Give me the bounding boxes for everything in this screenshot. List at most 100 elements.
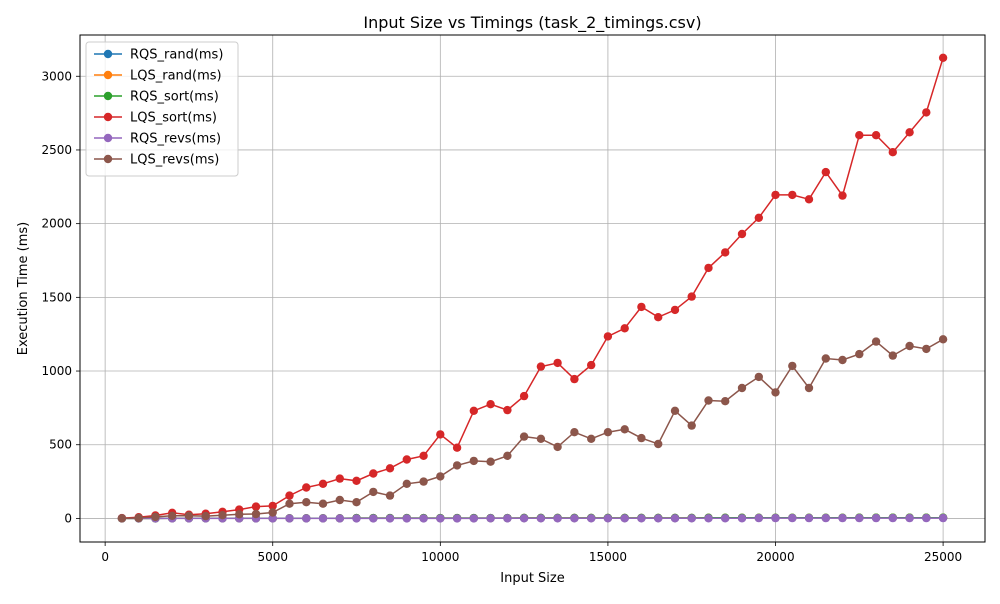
- data-point: [621, 514, 629, 522]
- data-point: [336, 514, 344, 522]
- legend-marker: [104, 155, 112, 163]
- legend-marker: [104, 134, 112, 142]
- y-tick-label: 3000: [41, 69, 72, 83]
- data-point: [939, 54, 947, 62]
- data-point: [771, 191, 779, 199]
- data-point: [587, 361, 595, 369]
- data-point: [604, 514, 612, 522]
- data-point: [285, 500, 293, 508]
- data-point: [939, 335, 947, 343]
- data-point: [637, 303, 645, 311]
- data-point: [872, 337, 880, 345]
- data-point: [386, 514, 394, 522]
- data-point: [805, 514, 813, 522]
- data-point: [319, 514, 327, 522]
- data-point: [637, 434, 645, 442]
- data-point: [738, 230, 746, 238]
- data-point: [922, 514, 930, 522]
- data-point: [654, 440, 662, 448]
- data-point: [235, 510, 243, 518]
- series-line-lqs-revs-ms: [122, 339, 943, 518]
- series-lqs-revs-ms: [118, 335, 948, 522]
- legend-marker: [104, 113, 112, 121]
- data-point: [336, 474, 344, 482]
- data-point: [939, 514, 947, 522]
- data-point: [369, 469, 377, 477]
- data-point: [520, 514, 528, 522]
- data-point: [688, 421, 696, 429]
- data-point: [403, 514, 411, 522]
- data-point: [403, 480, 411, 488]
- data-point: [453, 514, 461, 522]
- data-point: [872, 131, 880, 139]
- legend-label: LQS_sort(ms): [130, 111, 217, 126]
- data-point: [553, 443, 561, 451]
- data-point: [621, 425, 629, 433]
- data-point: [419, 477, 427, 485]
- data-point: [486, 458, 494, 466]
- data-point: [604, 428, 612, 436]
- data-point: [587, 435, 595, 443]
- data-point: [486, 514, 494, 522]
- data-point: [436, 514, 444, 522]
- data-point: [822, 168, 830, 176]
- data-point: [755, 214, 763, 222]
- data-point: [252, 502, 260, 510]
- data-point: [553, 514, 561, 522]
- series-lqs-sort-ms: [118, 54, 948, 523]
- data-point: [470, 514, 478, 522]
- data-point: [688, 292, 696, 300]
- series-group: [118, 54, 948, 523]
- data-point: [503, 452, 511, 460]
- data-point: [352, 514, 360, 522]
- data-point: [855, 350, 863, 358]
- data-point: [386, 464, 394, 472]
- legend-label: LQS_rand(ms): [130, 69, 222, 84]
- data-point: [285, 514, 293, 522]
- data-point: [922, 108, 930, 116]
- data-point: [838, 191, 846, 199]
- data-point: [520, 432, 528, 440]
- legend-marker: [104, 50, 112, 58]
- data-point: [319, 500, 327, 508]
- data-point: [453, 444, 461, 452]
- legend[interactable]: RQS_rand(ms)LQS_rand(ms)RQS_sort(ms)LQS_…: [86, 42, 238, 176]
- data-point: [486, 400, 494, 408]
- data-point: [621, 324, 629, 332]
- data-point: [570, 514, 578, 522]
- legend-label: LQS_revs(ms): [130, 153, 219, 168]
- data-point: [822, 354, 830, 362]
- data-point: [520, 392, 528, 400]
- x-tick-label: 0: [101, 550, 109, 564]
- y-axis-label: Execution Time (ms): [16, 222, 31, 355]
- data-point: [771, 388, 779, 396]
- data-point: [252, 510, 260, 518]
- data-point: [419, 514, 427, 522]
- data-point: [202, 512, 210, 520]
- data-point: [704, 514, 712, 522]
- data-point: [721, 514, 729, 522]
- data-point: [805, 384, 813, 392]
- data-point: [738, 514, 746, 522]
- data-point: [788, 191, 796, 199]
- data-point: [386, 491, 394, 499]
- data-point: [671, 407, 679, 415]
- data-point: [889, 514, 897, 522]
- y-tick-label: 0: [64, 511, 72, 525]
- data-point: [654, 313, 662, 321]
- data-point: [905, 514, 913, 522]
- x-tick-label: 25000: [924, 550, 962, 564]
- data-point: [771, 514, 779, 522]
- data-point: [118, 514, 126, 522]
- x-tick-label: 5000: [257, 550, 288, 564]
- data-point: [352, 477, 360, 485]
- data-point: [738, 384, 746, 392]
- data-point: [721, 397, 729, 405]
- data-point: [604, 332, 612, 340]
- data-point: [419, 452, 427, 460]
- chart-title: Input Size vs Timings (task_2_timings.cs…: [363, 13, 701, 33]
- data-point: [922, 345, 930, 353]
- data-point: [403, 455, 411, 463]
- data-point: [838, 514, 846, 522]
